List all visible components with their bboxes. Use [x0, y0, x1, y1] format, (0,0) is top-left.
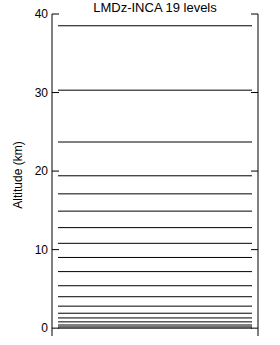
level-line	[58, 271, 252, 272]
y-tick	[52, 249, 59, 250]
y-tick-right	[251, 249, 258, 250]
y-axis-line-right	[258, 14, 259, 336]
level-line	[58, 306, 252, 307]
level-line	[58, 296, 252, 297]
level-line	[58, 90, 252, 91]
level-line	[58, 211, 252, 212]
y-tick-right	[251, 171, 258, 172]
level-line	[58, 193, 252, 194]
level-line	[58, 227, 252, 228]
level-line	[58, 328, 252, 329]
y-axis-line	[52, 14, 53, 336]
y-tick	[52, 14, 59, 15]
y-tick-right	[251, 328, 258, 329]
y-tick-label: 20	[35, 164, 49, 178]
y-tick	[52, 171, 59, 172]
level-line	[58, 257, 252, 258]
chart-container: LMDz-INCA 19 levels Altitude (km) 0 10 20 30 4…	[0, 0, 280, 345]
y-tick-label: 30	[35, 86, 49, 100]
level-line	[58, 321, 252, 322]
level-line	[58, 313, 252, 314]
level-line	[58, 175, 252, 176]
title: LMDz-INCA 19 levels	[93, 0, 217, 15]
y-tick-label: 0	[41, 321, 48, 335]
y-tick-right	[251, 14, 258, 15]
levels	[58, 26, 252, 328]
y-tick-right	[251, 92, 258, 93]
level-line	[58, 285, 252, 286]
y-tick-label: 10	[35, 243, 49, 257]
y-tick	[52, 92, 59, 93]
level-line	[58, 243, 252, 244]
level-line	[58, 326, 252, 327]
level-line	[58, 317, 252, 318]
y-tick	[52, 328, 59, 329]
chart-svg: LMDz-INCA 19 levels Altitude (km) 0 10 20 30 4…	[0, 0, 280, 345]
level-line	[58, 325, 252, 326]
level-line	[58, 25, 252, 26]
y-axis-label: Altitude (km)	[11, 141, 25, 208]
level-line	[58, 142, 252, 143]
y-tick-label: 40	[35, 7, 49, 21]
